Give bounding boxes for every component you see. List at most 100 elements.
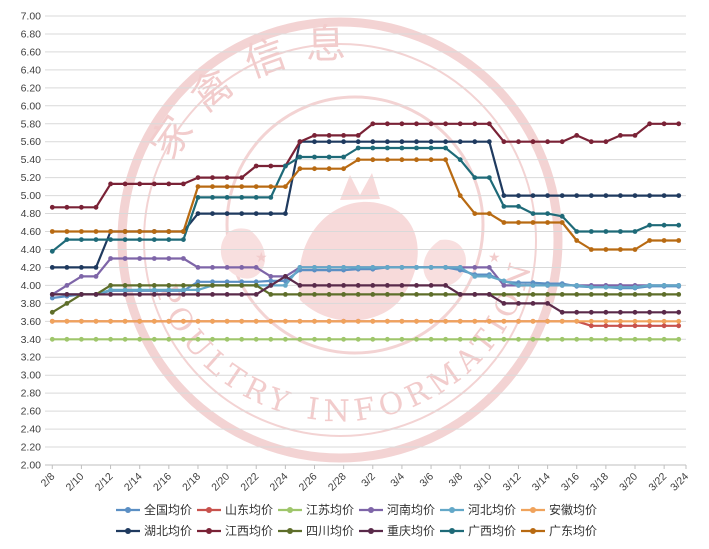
data-point [253, 336, 259, 342]
data-point [137, 283, 143, 288]
data-point [530, 283, 536, 288]
data-point [385, 139, 390, 145]
data-point [603, 323, 609, 329]
data-point [443, 139, 448, 145]
data-point [385, 157, 390, 163]
data-point [676, 283, 682, 288]
legend-swatch-marker [530, 507, 536, 513]
data-point [618, 229, 623, 234]
data-point [137, 256, 143, 261]
data-point [166, 181, 172, 187]
data-point [181, 336, 186, 342]
data-point [224, 283, 230, 288]
data-point [618, 247, 623, 252]
data-point [399, 318, 405, 324]
data-point [297, 283, 303, 288]
data-point [676, 292, 682, 297]
data-point [297, 265, 303, 270]
legend-label: 广西均价 [468, 524, 516, 538]
data-point [210, 265, 215, 270]
data-point [676, 318, 682, 324]
data-point [297, 292, 303, 297]
data-point [574, 283, 580, 288]
data-point [414, 265, 419, 270]
series-10 [49, 274, 682, 315]
data-point [618, 193, 623, 199]
data-point [472, 274, 478, 279]
data-point [632, 229, 638, 234]
data-point [632, 133, 638, 138]
data-point [181, 287, 186, 293]
y-tick-label: 5.40 [21, 154, 42, 166]
data-point [181, 237, 186, 243]
data-point [210, 336, 215, 342]
watermark-comb-shape [340, 173, 380, 200]
data-point [501, 193, 507, 199]
data-point [283, 211, 288, 217]
data-point [79, 336, 84, 342]
data-point [166, 283, 172, 288]
data-point [326, 166, 332, 172]
data-point [210, 279, 215, 285]
data-point [122, 287, 128, 293]
data-point [341, 292, 346, 297]
data-point [297, 166, 303, 172]
data-point [370, 145, 376, 151]
data-point [530, 220, 536, 225]
data-point [385, 121, 390, 127]
data-point [443, 336, 448, 342]
data-point [588, 229, 594, 234]
data-point [93, 292, 99, 297]
y-tick-label: 2.40 [21, 424, 42, 436]
data-point [122, 336, 128, 342]
data-point [486, 139, 492, 145]
data-point [239, 279, 245, 285]
data-point [588, 292, 594, 297]
data-point [559, 193, 565, 199]
data-point [355, 283, 361, 288]
data-point [224, 184, 230, 190]
data-point [661, 336, 667, 342]
y-tick-label: 4.20 [21, 262, 42, 274]
data-point [501, 283, 507, 288]
data-point [151, 229, 157, 234]
data-point [93, 204, 99, 210]
data-point [326, 336, 332, 342]
data-point [574, 133, 580, 138]
data-point [530, 318, 536, 324]
data-point [501, 278, 507, 284]
data-point [93, 336, 99, 342]
data-point [603, 336, 609, 342]
data-point [559, 139, 565, 145]
legend-item: 山东均价 [197, 503, 273, 517]
data-point [166, 292, 172, 297]
watermark-star-right: ★ [488, 250, 501, 266]
data-point [472, 336, 478, 342]
legend-label: 江苏均价 [306, 503, 354, 517]
y-tick-label: 5.80 [21, 118, 42, 130]
data-point [472, 211, 478, 217]
data-point [181, 283, 186, 288]
data-point [443, 283, 448, 288]
data-point [239, 184, 245, 190]
data-point [151, 237, 157, 243]
data-point [341, 283, 346, 288]
data-point [618, 309, 623, 315]
data-point [253, 292, 259, 297]
data-point [326, 318, 332, 324]
data-point [268, 163, 274, 169]
data-point [443, 121, 448, 127]
data-point [268, 195, 274, 200]
data-point [545, 211, 550, 217]
legend-swatch-marker [530, 528, 536, 534]
data-point [195, 318, 201, 324]
y-tick-label: 2.80 [21, 388, 42, 400]
y-tick-label: 5.60 [21, 136, 42, 148]
data-point [588, 309, 594, 315]
data-point [210, 283, 215, 288]
series-line [51, 146, 679, 253]
data-point [268, 336, 274, 342]
data-point [166, 336, 172, 342]
legend-swatch-marker [125, 528, 131, 534]
